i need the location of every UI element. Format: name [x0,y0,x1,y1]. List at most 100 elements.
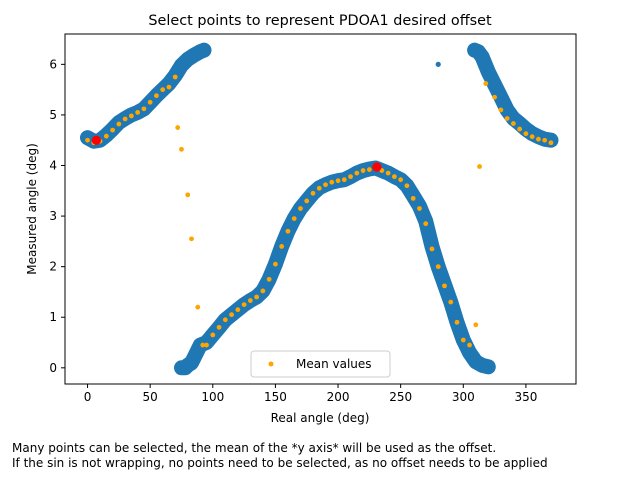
mean-value-point [285,228,291,234]
mean-value-point [529,134,535,140]
y-axis-ticks: 0 1 2 3 4 5 6 [49,57,65,375]
mean-value-point [498,107,504,113]
y-tick-label: 5 [49,108,57,122]
mean-value-point [279,244,285,249]
raw-outlier-point [435,61,441,67]
footer-note-line-1: Many points can be selected, the mean of… [12,441,497,455]
mean-value-point [160,87,166,93]
mean-value-point [348,174,353,180]
x-axis-ticks: 0 50 100 150 200 250 300 350 [84,384,537,404]
mean-value-point [448,299,454,305]
y-tick-label: 3 [49,209,57,223]
mean-value-point [135,109,141,115]
mean-value-point [116,121,122,127]
mean-value-point [360,168,366,173]
mean-value-point [467,342,472,348]
mean-value-point [254,294,260,300]
legend-label-mean: Mean values [296,357,372,371]
mean-value-point [483,81,489,86]
footer-note-line-2: If the sin is not wrapping, no points ne… [12,456,548,470]
mean-value-point [460,337,466,343]
plot-area[interactable] [80,42,559,376]
mean-value-point [229,312,234,318]
mean-value-point [504,116,510,121]
selected-point[interactable] [372,162,382,172]
mean-value-point [385,170,391,176]
mean-value-point [172,74,178,80]
mean-value-point [85,137,90,143]
legend-marker-mean [268,361,274,367]
mean-value-point [510,121,516,126]
x-tick-label: 250 [389,390,412,404]
mean-value-point [185,192,191,198]
mean-value-point [247,298,253,303]
mean-value-point [110,127,115,133]
mean-value-point [404,183,410,189]
mean-value-point [517,126,523,132]
mean-value-point [366,167,372,172]
mean-value-point [310,190,316,196]
mean-value-point [477,164,482,169]
mean-value-point [147,99,153,105]
selected-point[interactable] [91,135,101,145]
mean-value-point [341,177,347,183]
mean-value-point [241,302,247,307]
axes-frame [64,33,577,385]
mean-value-point [273,261,278,267]
mean-value-point [298,206,303,211]
x-tick-label: 150 [264,390,287,404]
mean-value-point [473,322,479,328]
mean-value-point [492,94,497,100]
legend: Mean values [250,350,391,378]
x-tick-label: 300 [452,390,475,404]
mean-value-point [429,246,435,252]
y-axis-label: Measured angle (deg) [25,143,39,275]
selected-points [91,135,382,172]
x-tick-label: 0 [84,390,92,404]
y-tick-label: 2 [49,260,57,274]
mean-value-point [354,170,360,176]
raw-band-segment [467,42,559,148]
mean-value-point [128,113,134,119]
mean-value-point [141,106,147,112]
mean-value-point [536,136,541,142]
legend-box [250,350,391,378]
mean-value-point [175,125,181,130]
mean-value-point [391,174,397,180]
mean-value-point [200,342,206,348]
mean-value-point [166,84,172,90]
raw-band-segment [174,160,496,376]
mean-value-point [417,206,422,211]
mean-value-point [291,216,297,222]
mean-value-point [454,319,460,325]
chart-title: Select points to represent PDOA1 desired… [148,13,492,29]
mean-value-point [304,198,310,204]
x-tick-label: 100 [201,390,224,404]
x-tick-label: 200 [327,390,350,404]
mean-value-point [542,137,548,143]
mean-value-point [103,133,109,139]
mean-value-point [204,342,209,348]
mean-value-point [316,185,322,191]
mean-value-point [329,179,335,185]
mean-value-point [122,116,128,122]
mean-value-point [216,324,222,330]
mean-value-point [398,177,404,183]
mean-value-point [260,288,266,294]
mean-value-point [548,140,554,146]
mean-value-point [195,304,201,310]
mean-value-point [189,236,194,242]
y-tick-label: 1 [49,310,57,324]
mean-value-point [222,317,228,323]
mean-value-point [266,276,272,282]
x-axis-label: Real angle (deg) [271,411,370,425]
y-tick-label: 6 [49,57,57,71]
mean-value-point [335,178,341,184]
mean-value-point [442,283,447,289]
mean-value-point [435,264,441,270]
mean-value-point [323,182,328,188]
mean-values-series [85,74,554,348]
mean-value-point [235,307,241,313]
